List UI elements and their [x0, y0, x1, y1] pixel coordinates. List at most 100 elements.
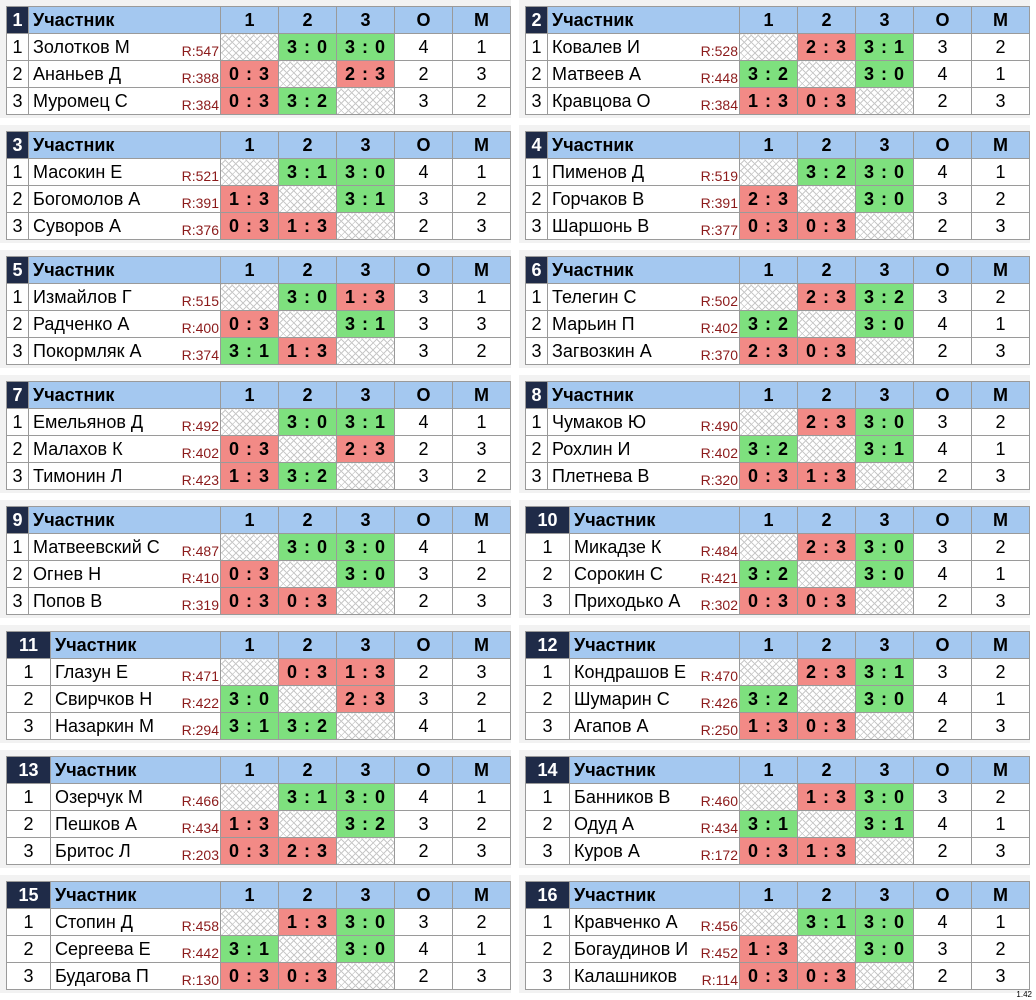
header-points: О: [913, 6, 972, 34]
player-cell: Телегин С R:502: [547, 283, 740, 311]
player-rating: R:250: [699, 722, 738, 738]
player-position: 2: [6, 810, 51, 838]
player-points: 4: [394, 408, 453, 436]
header-row: 2 Участник 1 2 3 О М: [525, 6, 1030, 34]
player-rating: R:471: [180, 668, 219, 684]
group-number: 13: [6, 756, 51, 784]
player-cell: Агапов А R:250: [569, 712, 740, 740]
match-score-win: 3 : 0: [855, 310, 914, 338]
player-position: 3: [525, 837, 570, 865]
player-place: 2: [971, 283, 1030, 311]
player-rating: R:470: [699, 668, 738, 684]
header-col-2: 2: [278, 6, 337, 34]
player-place: 2: [971, 935, 1030, 963]
player-rating: R:434: [180, 820, 219, 836]
match-score-loss: 0 : 3: [220, 587, 279, 615]
header-row: 4 Участник 1 2 3 О М: [525, 131, 1030, 159]
player-name: Золотков М: [33, 37, 130, 57]
player-points: 2: [394, 435, 453, 463]
player-cell: Приходько А R:302: [569, 587, 740, 615]
self-match-cell: [855, 587, 914, 615]
match-score-win: 3 : 2: [278, 712, 337, 740]
player-rating: R:466: [180, 793, 219, 809]
player-position: 3: [6, 712, 51, 740]
player-position: 1: [525, 408, 548, 436]
header-participant: Участник: [547, 131, 740, 159]
player-points: 3: [913, 935, 972, 963]
player-points: 2: [394, 658, 453, 686]
player-rating: R:487: [180, 543, 219, 559]
self-match-cell: [220, 783, 279, 811]
player-place: 2: [452, 185, 511, 213]
match-score-win: 3 : 1: [336, 408, 395, 436]
self-match-cell: [336, 87, 395, 115]
match-score-loss: 0 : 3: [739, 962, 798, 990]
player-rating: R:302: [699, 597, 738, 613]
player-points: 4: [913, 560, 972, 588]
match-score-win: 3 : 0: [336, 158, 395, 186]
player-points: 2: [394, 587, 453, 615]
player-place: 3: [452, 837, 511, 865]
match-score-loss: 0 : 3: [797, 962, 856, 990]
player-rating: R:402: [699, 320, 738, 336]
player-position: 2: [6, 60, 29, 88]
player-cell: Ананьев Д R:388: [28, 60, 221, 88]
player-points: 4: [913, 435, 972, 463]
match-score-loss: 0 : 3: [739, 587, 798, 615]
player-position: 1: [525, 33, 548, 61]
self-match-cell: [739, 908, 798, 936]
player-rating: R:376: [180, 222, 219, 238]
player-rating: R:422: [180, 695, 219, 711]
header-place: М: [452, 506, 511, 534]
header-col-2: 2: [278, 631, 337, 659]
player-name: Радченко А: [33, 314, 130, 334]
match-score-loss: 0 : 3: [797, 87, 856, 115]
player-place: 2: [452, 560, 511, 588]
player-cell: Богомолов А R:391: [28, 185, 221, 213]
player-place: 2: [971, 408, 1030, 436]
player-position: 2: [525, 435, 548, 463]
player-place: 3: [452, 658, 511, 686]
header-col-1: 1: [220, 131, 279, 159]
match-score-loss: 1 : 3: [336, 283, 395, 311]
header-place: М: [971, 756, 1030, 784]
header-place: М: [971, 256, 1030, 284]
header-col-2: 2: [797, 631, 856, 659]
player-rating: R:319: [180, 597, 219, 613]
self-match-cell: [278, 685, 337, 713]
player-points: 4: [394, 33, 453, 61]
player-position: 2: [525, 810, 570, 838]
group-number: 8: [525, 381, 548, 409]
header-place: М: [452, 381, 511, 409]
header-col-1: 1: [739, 881, 798, 909]
player-position: 1: [525, 908, 570, 936]
match-score-loss: 0 : 3: [797, 337, 856, 365]
match-score-loss: 0 : 3: [220, 837, 279, 865]
header-points: О: [394, 756, 453, 784]
match-score-loss: 1 : 3: [739, 87, 798, 115]
player-cell: Кравченко А R:456: [569, 908, 740, 936]
player-position: 1: [525, 158, 548, 186]
match-score-win: 3 : 2: [797, 158, 856, 186]
player-place: 1: [971, 908, 1030, 936]
header-col-2: 2: [797, 256, 856, 284]
group-number: 3: [6, 131, 29, 159]
player-name: Попов В: [33, 591, 103, 611]
match-score-win: 3 : 2: [739, 60, 798, 88]
header-points: О: [913, 631, 972, 659]
player-place: 2: [452, 337, 511, 365]
match-score-win: 3 : 0: [336, 33, 395, 61]
header-points: О: [394, 631, 453, 659]
header-participant: Участник: [50, 631, 221, 659]
player-rating: R:294: [180, 722, 219, 738]
